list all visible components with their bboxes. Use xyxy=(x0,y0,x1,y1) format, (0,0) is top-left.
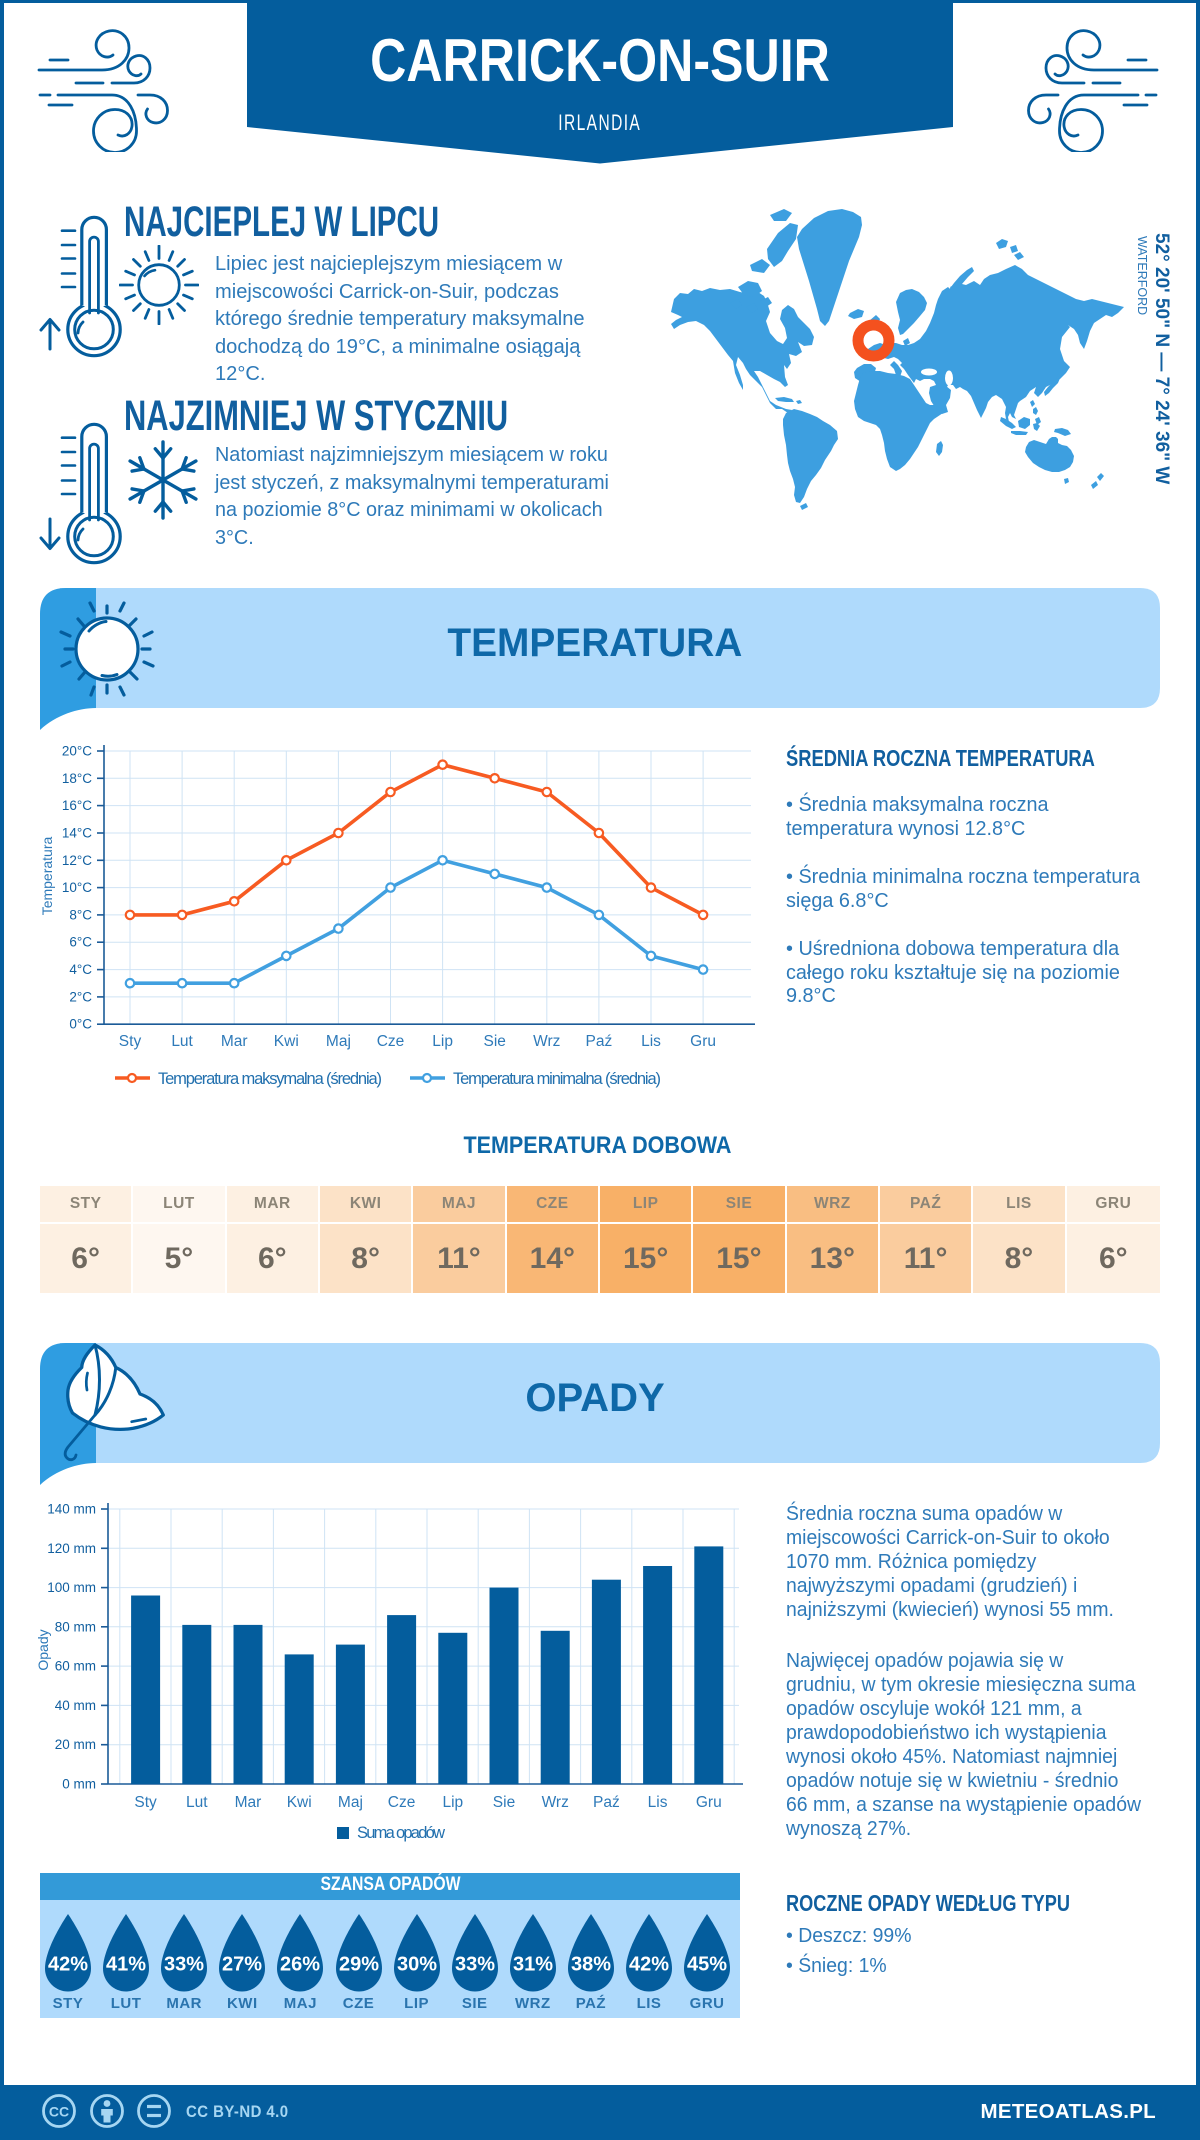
svg-text:10°C: 10°C xyxy=(62,880,92,895)
svg-text:80 mm: 80 mm xyxy=(55,1619,96,1634)
svg-text:60 mm: 60 mm xyxy=(55,1659,96,1674)
svg-text:Lip: Lip xyxy=(432,1033,453,1050)
svg-text:CC: CC xyxy=(49,2104,69,2120)
svg-text:Maj: Maj xyxy=(326,1033,351,1050)
svg-text:42%: 42% xyxy=(48,1954,88,1976)
svg-text:100 mm: 100 mm xyxy=(47,1580,96,1595)
svg-text:Cze: Cze xyxy=(388,1794,416,1811)
svg-text:Wrz: Wrz xyxy=(533,1033,560,1050)
svg-text:2°C: 2°C xyxy=(69,989,92,1004)
svg-text:20°C: 20°C xyxy=(62,744,92,759)
svg-text:Gru: Gru xyxy=(690,1033,716,1050)
svg-text:0 mm: 0 mm xyxy=(62,1777,96,1792)
svg-text:33%: 33% xyxy=(164,1954,204,1976)
svg-text:Mar: Mar xyxy=(235,1794,262,1811)
svg-text:140 mm: 140 mm xyxy=(47,1502,96,1517)
svg-text:Maj: Maj xyxy=(338,1794,363,1811)
svg-text:45%: 45% xyxy=(687,1954,727,1976)
svg-text:Paź: Paź xyxy=(593,1794,620,1811)
svg-text:Kwi: Kwi xyxy=(287,1794,312,1811)
svg-text:Lip: Lip xyxy=(442,1794,463,1811)
svg-text:Sie: Sie xyxy=(493,1794,515,1811)
svg-text:40 mm: 40 mm xyxy=(55,1698,96,1713)
svg-text:Lut: Lut xyxy=(186,1794,208,1811)
svg-text:42%: 42% xyxy=(629,1954,669,1976)
svg-text:26%: 26% xyxy=(280,1954,320,1976)
svg-text:Temperatura minimalna (średnia: Temperatura minimalna (średnia) xyxy=(453,1070,661,1088)
svg-text:0°C: 0°C xyxy=(69,1017,92,1032)
svg-text:Sie: Sie xyxy=(483,1033,505,1050)
svg-text:12°C: 12°C xyxy=(62,853,92,868)
svg-text:30%: 30% xyxy=(397,1954,437,1976)
svg-text:16°C: 16°C xyxy=(62,798,92,813)
svg-text:Temperatura: Temperatura xyxy=(39,836,55,915)
svg-text:Wrz: Wrz xyxy=(542,1794,569,1811)
svg-text:29%: 29% xyxy=(338,1954,378,1976)
svg-text:27%: 27% xyxy=(222,1954,262,1976)
svg-text:Paź: Paź xyxy=(586,1033,613,1050)
svg-text:Kwi: Kwi xyxy=(274,1033,299,1050)
svg-text:Lut: Lut xyxy=(171,1033,193,1050)
svg-text:Sty: Sty xyxy=(134,1794,157,1811)
svg-text:18°C: 18°C xyxy=(62,771,92,786)
svg-text:Cze: Cze xyxy=(377,1033,405,1050)
svg-text:Gru: Gru xyxy=(696,1794,722,1811)
svg-text:Lis: Lis xyxy=(648,1794,668,1811)
svg-text:Suma opadów: Suma opadów xyxy=(357,1824,445,1842)
svg-text:6°C: 6°C xyxy=(69,935,92,950)
svg-text:14°C: 14°C xyxy=(62,826,92,841)
svg-text:38%: 38% xyxy=(571,1954,611,1976)
svg-text:20 mm: 20 mm xyxy=(55,1737,96,1752)
svg-text:4°C: 4°C xyxy=(69,962,92,977)
svg-text:41%: 41% xyxy=(106,1954,146,1976)
svg-text:31%: 31% xyxy=(513,1954,553,1976)
svg-text:Lis: Lis xyxy=(641,1033,661,1050)
svg-text:120 mm: 120 mm xyxy=(47,1541,96,1556)
svg-text:33%: 33% xyxy=(455,1954,495,1976)
svg-text:Temperatura maksymalna (średni: Temperatura maksymalna (średnia) xyxy=(158,1070,382,1088)
svg-text:Sty: Sty xyxy=(119,1033,142,1050)
svg-text:Opady: Opady xyxy=(35,1629,51,1670)
svg-text:8°C: 8°C xyxy=(69,907,92,922)
svg-text:Mar: Mar xyxy=(221,1033,248,1050)
